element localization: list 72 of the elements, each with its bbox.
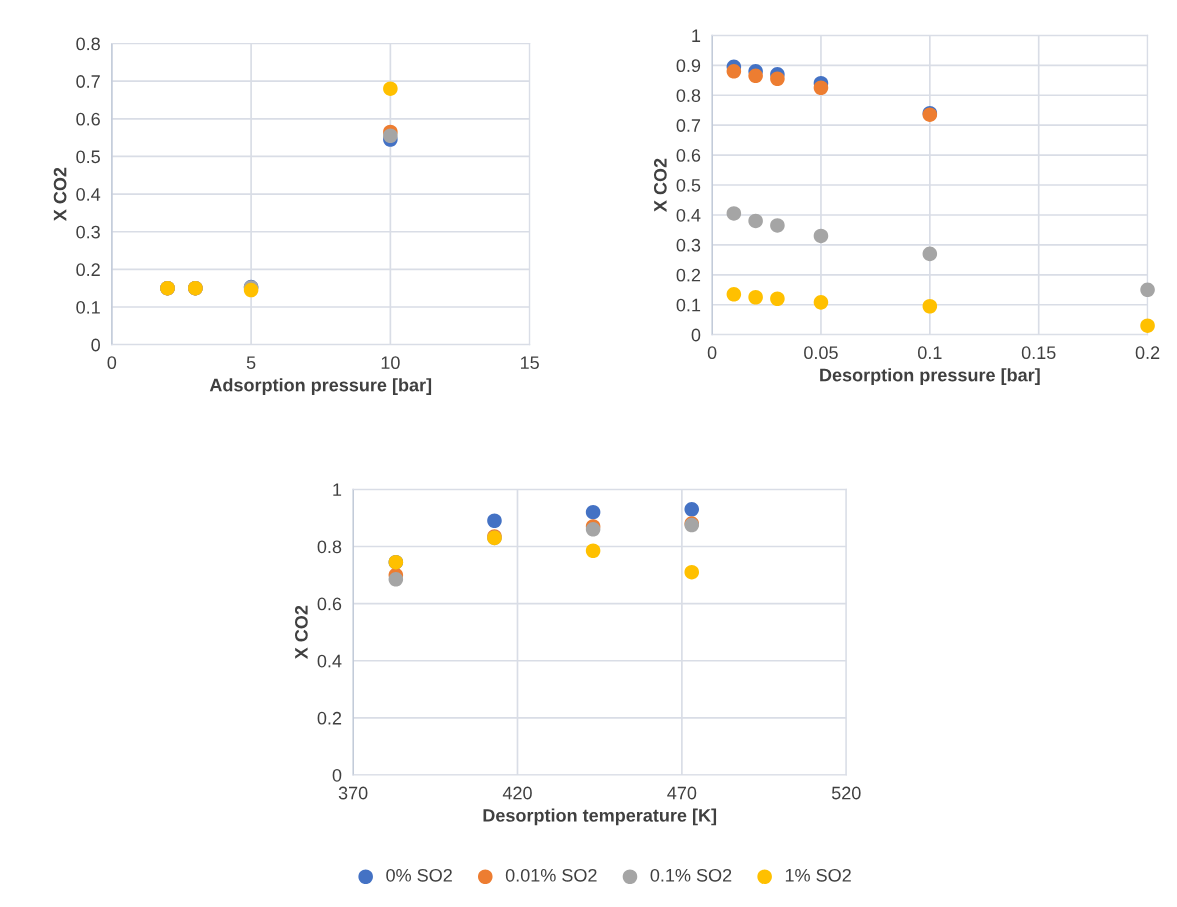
y-axis-title: X CO2: [53, 167, 67, 222]
x-tick-label: 470: [667, 786, 697, 800]
point: [922, 298, 938, 314]
point: [684, 564, 700, 580]
point: [487, 513, 502, 529]
y-tick-label: 0.9: [676, 59, 701, 73]
y-tick-label: 0: [332, 768, 342, 782]
y-tick-label: 0.8: [76, 37, 100, 51]
y-tick-label: 0.7: [76, 75, 100, 88]
point: [383, 128, 398, 144]
point: [726, 286, 742, 302]
y-tick-label: 0.2: [76, 263, 100, 277]
point: [684, 502, 700, 517]
point: [813, 295, 829, 310]
point: [585, 543, 601, 559]
point: [388, 572, 404, 587]
x-tick-label: 370: [338, 786, 368, 800]
point: [770, 218, 785, 233]
x-tick-label: 10: [381, 356, 400, 370]
point: [813, 80, 829, 96]
y-tick-label: 0.3: [76, 225, 100, 239]
x-tick-label: 0.15: [1021, 346, 1056, 360]
y-tick-label: 0.6: [76, 112, 100, 126]
point: [748, 68, 763, 84]
y-tick-label: 0.4: [317, 654, 342, 668]
point: [922, 246, 938, 262]
x-tick-label: 420: [502, 786, 532, 800]
legend-label: 1% SO2: [785, 868, 851, 882]
y-tick-label: 0.8: [676, 89, 701, 102]
x-tick-label: 0.05: [804, 346, 838, 360]
point: [748, 289, 763, 305]
x-tick-label: 0.1: [917, 346, 942, 360]
x-tick-label: 0.2: [1135, 346, 1160, 360]
point: [726, 206, 742, 221]
y-tick-label: 0.3: [676, 238, 701, 252]
y-tick-label: 0.1: [676, 298, 701, 312]
y-tick-label: 0.2: [676, 268, 701, 282]
point: [1140, 282, 1155, 298]
y-tick-label: 1: [692, 29, 701, 42]
x-axis-title: Desorption temperature [K]: [483, 808, 717, 826]
y-tick-label: 0.4: [676, 208, 701, 222]
y-tick-label: 0.7: [676, 119, 701, 132]
y-tick-label: 0.8: [317, 540, 342, 554]
point: [585, 504, 601, 520]
y-tick-label: 0.5: [76, 150, 100, 164]
point: [383, 81, 398, 96]
y-tick-label: 0.6: [676, 149, 701, 162]
legend-label: 0.1% SO2: [650, 868, 732, 882]
x-axis-title: Adsorption pressure [bar]: [209, 378, 432, 395]
x-tick-label: 15: [520, 356, 539, 370]
y-axis-title: X CO2: [653, 158, 667, 212]
point: [770, 71, 785, 87]
point: [726, 64, 742, 79]
x-tick-label: 520: [831, 786, 861, 800]
x-tick-label: 0: [107, 356, 117, 370]
point: [770, 291, 785, 307]
y-tick-label: 0.4: [76, 188, 101, 201]
y-axis-title: X CO2: [294, 605, 308, 660]
point: [1140, 318, 1155, 333]
x-tick-label: 0: [707, 346, 717, 360]
y-tick-label: 0.5: [676, 178, 701, 192]
y-tick-label: 0: [691, 328, 701, 342]
y-tick-label: 1: [333, 483, 342, 496]
x-axis-title: Desorption pressure [bar]: [820, 368, 1040, 386]
x-tick-label: 5: [246, 356, 256, 370]
y-tick-label: 0.6: [317, 597, 342, 611]
point: [813, 228, 829, 244]
y-tick-label: 0.1: [76, 300, 100, 314]
y-tick-label: 0.2: [317, 711, 342, 725]
legend-label: 0.01% SO2: [505, 868, 597, 882]
legend-label: 0% SO2: [386, 868, 452, 882]
point: [748, 213, 763, 229]
